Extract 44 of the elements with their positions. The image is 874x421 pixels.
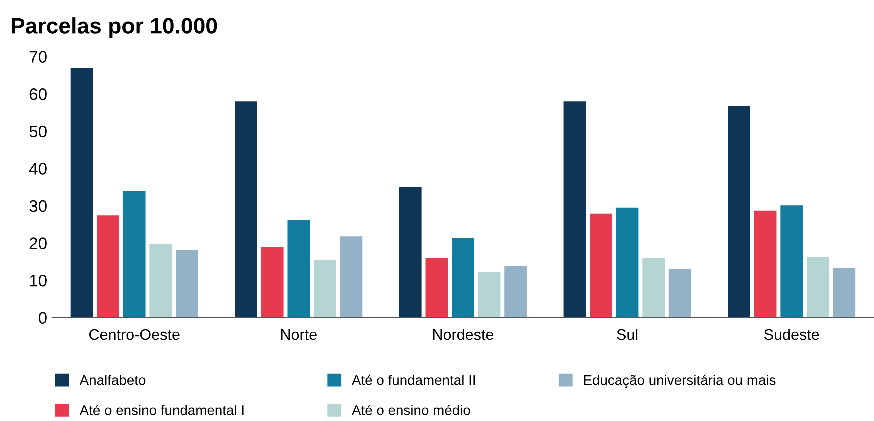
legend-label: Até o ensino fundamental I <box>80 404 244 416</box>
bar <box>97 216 120 318</box>
bar <box>452 238 474 318</box>
bar <box>399 187 422 318</box>
bar <box>123 191 146 318</box>
bar <box>728 106 750 318</box>
bar <box>235 102 258 318</box>
y-tick-label: 30 <box>30 200 47 212</box>
y-tick-label: 70 <box>30 51 47 64</box>
y-tick-label: 40 <box>29 163 47 175</box>
bar <box>314 260 336 318</box>
bar <box>150 244 172 318</box>
bar <box>340 236 363 318</box>
legend-label: Até o ensino médio <box>352 404 470 416</box>
bar <box>806 257 830 318</box>
bar <box>261 247 284 318</box>
bar <box>616 208 639 318</box>
bar <box>426 258 448 318</box>
y-tick-label: 50 <box>30 126 47 138</box>
bar <box>780 206 804 318</box>
bar <box>70 68 94 318</box>
bar <box>478 272 501 318</box>
chart-title: Parcelas por 10.000 <box>12 18 218 38</box>
x-tick-label: Sudeste <box>764 328 820 340</box>
legend-label: Até o fundamental II <box>352 374 476 386</box>
y-tick-label: 0 <box>38 312 47 324</box>
bar <box>668 269 692 318</box>
bar <box>590 214 612 318</box>
x-tick-label: Norte <box>281 330 317 340</box>
y-tick-label: 60 <box>30 88 47 100</box>
bar <box>564 102 586 318</box>
bar <box>504 266 527 318</box>
bar <box>176 250 198 318</box>
x-tick-label: Nordeste <box>433 328 494 340</box>
y-tick-label: 10 <box>30 274 47 287</box>
bar <box>288 220 310 318</box>
legend-label: Educação universitária ou mais <box>584 374 776 388</box>
bar <box>642 258 665 318</box>
bar <box>833 268 856 318</box>
legend-label: Analfabeto <box>80 375 146 386</box>
x-tick-label: Sul <box>617 328 638 340</box>
y-tick-label: 20 <box>30 238 47 250</box>
x-tick-label: Centro-Oeste <box>90 329 180 340</box>
bar <box>754 210 777 318</box>
